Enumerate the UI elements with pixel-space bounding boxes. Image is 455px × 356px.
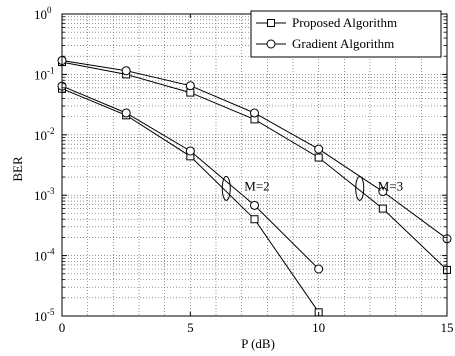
data-point-square	[378, 204, 387, 213]
x-tick-label: 10	[312, 320, 325, 335]
data-point-circle	[250, 108, 259, 118]
legend-marker-circle	[266, 39, 276, 49]
legend-label-proposed: Proposed Algorithm	[292, 15, 397, 30]
group-label: M=2	[244, 178, 269, 193]
legend: Proposed Algorithm Gradient Algorithm	[250, 10, 442, 58]
x-tick-label: 0	[59, 320, 66, 335]
group-ellipse	[221, 175, 231, 201]
y-tick-label: 10-1	[34, 65, 55, 82]
data-point-circle	[121, 66, 131, 76]
data-point-circle	[185, 81, 195, 91]
annotations: M=2 M=3	[221, 175, 403, 201]
y-axis-label: BER	[10, 156, 25, 182]
legend-marker-square	[267, 19, 275, 27]
data-point-circle	[314, 144, 324, 154]
data-point-circle	[314, 264, 324, 274]
y-tick-label: 10-5	[34, 307, 55, 324]
data-point-circle	[121, 108, 131, 118]
y-tick-label: 100	[34, 5, 52, 22]
data-point-square	[314, 153, 323, 162]
y-tick-label: 10-2	[34, 126, 55, 143]
data-point-square	[250, 215, 259, 224]
x-axis-label: P (dB)	[241, 336, 275, 351]
data-point-circle	[378, 187, 388, 197]
y-tick-label: 10-3	[34, 186, 55, 203]
x-tick-label: 15	[441, 320, 454, 335]
axes: 0 5 10 15 100 10-1 10-2 10-3 10-4 10-5	[34, 5, 454, 335]
legend-label-gradient: Gradient Algorithm	[292, 36, 394, 51]
y-tick-label: 10-4	[34, 247, 55, 264]
group-ellipse	[355, 175, 365, 201]
x-tick-label: 5	[187, 320, 194, 335]
group-label: M=3	[378, 178, 403, 193]
data-point-circle	[250, 200, 259, 210]
legend-box	[250, 10, 442, 58]
data-point-circle	[185, 146, 195, 156]
